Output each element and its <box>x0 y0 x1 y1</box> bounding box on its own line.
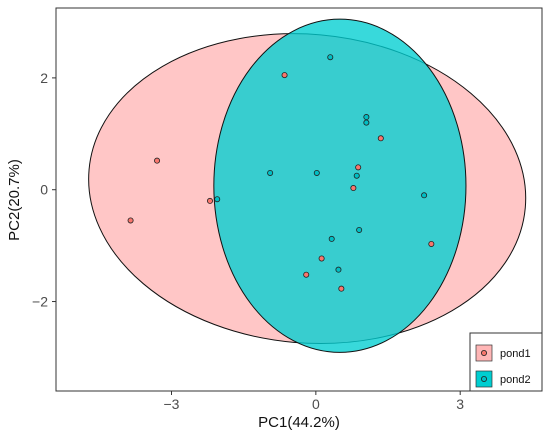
point-pond2 <box>214 196 221 203</box>
point-pond2 <box>356 226 363 233</box>
point-pond1 <box>127 217 134 224</box>
point-pond2 <box>421 192 428 199</box>
legend-marker-pond2 <box>480 375 487 382</box>
point-pond1 <box>377 135 384 142</box>
y-tick-label: −2 <box>32 294 48 310</box>
point-pond2 <box>313 169 320 176</box>
point-pond1 <box>338 285 345 292</box>
point-pond2 <box>328 235 335 242</box>
point-pond1 <box>318 255 325 262</box>
point-pond2 <box>267 169 274 176</box>
point-pond1 <box>355 164 362 171</box>
x-tick-label: 0 <box>312 396 320 412</box>
confidence-ellipses <box>88 18 527 353</box>
y-tick-label: 2 <box>40 70 48 86</box>
x-tick-label: −3 <box>164 396 180 412</box>
legend-label-pond1: pond1 <box>500 348 531 360</box>
point-pond2 <box>327 54 334 61</box>
point-pond1 <box>303 271 310 278</box>
point-pond1 <box>206 197 213 204</box>
legend: pond1 pond2 <box>469 332 543 392</box>
x-axis-title: PC1(44.2%) <box>258 414 340 431</box>
point-pond1 <box>428 240 435 247</box>
data-points <box>127 54 435 292</box>
legend-label-pond2: pond2 <box>500 374 531 386</box>
plot-border <box>55 7 543 392</box>
y-tick-label: 0 <box>40 182 48 198</box>
point-pond1 <box>350 185 357 192</box>
y-axis-title: PC2(20.7%) <box>6 159 23 241</box>
x-axis: −3 0 3 <box>164 391 464 412</box>
point-pond1 <box>281 72 288 79</box>
point-pond2 <box>363 114 370 121</box>
point-pond2 <box>363 119 370 126</box>
y-axis: −2 0 2 <box>32 70 56 310</box>
point-pond2 <box>353 172 360 179</box>
point-pond1 <box>154 157 161 164</box>
x-tick-label: 3 <box>456 396 464 412</box>
legend-marker-pond1 <box>480 349 487 356</box>
point-pond2 <box>335 266 342 273</box>
ellipse-pond2 <box>213 18 467 353</box>
